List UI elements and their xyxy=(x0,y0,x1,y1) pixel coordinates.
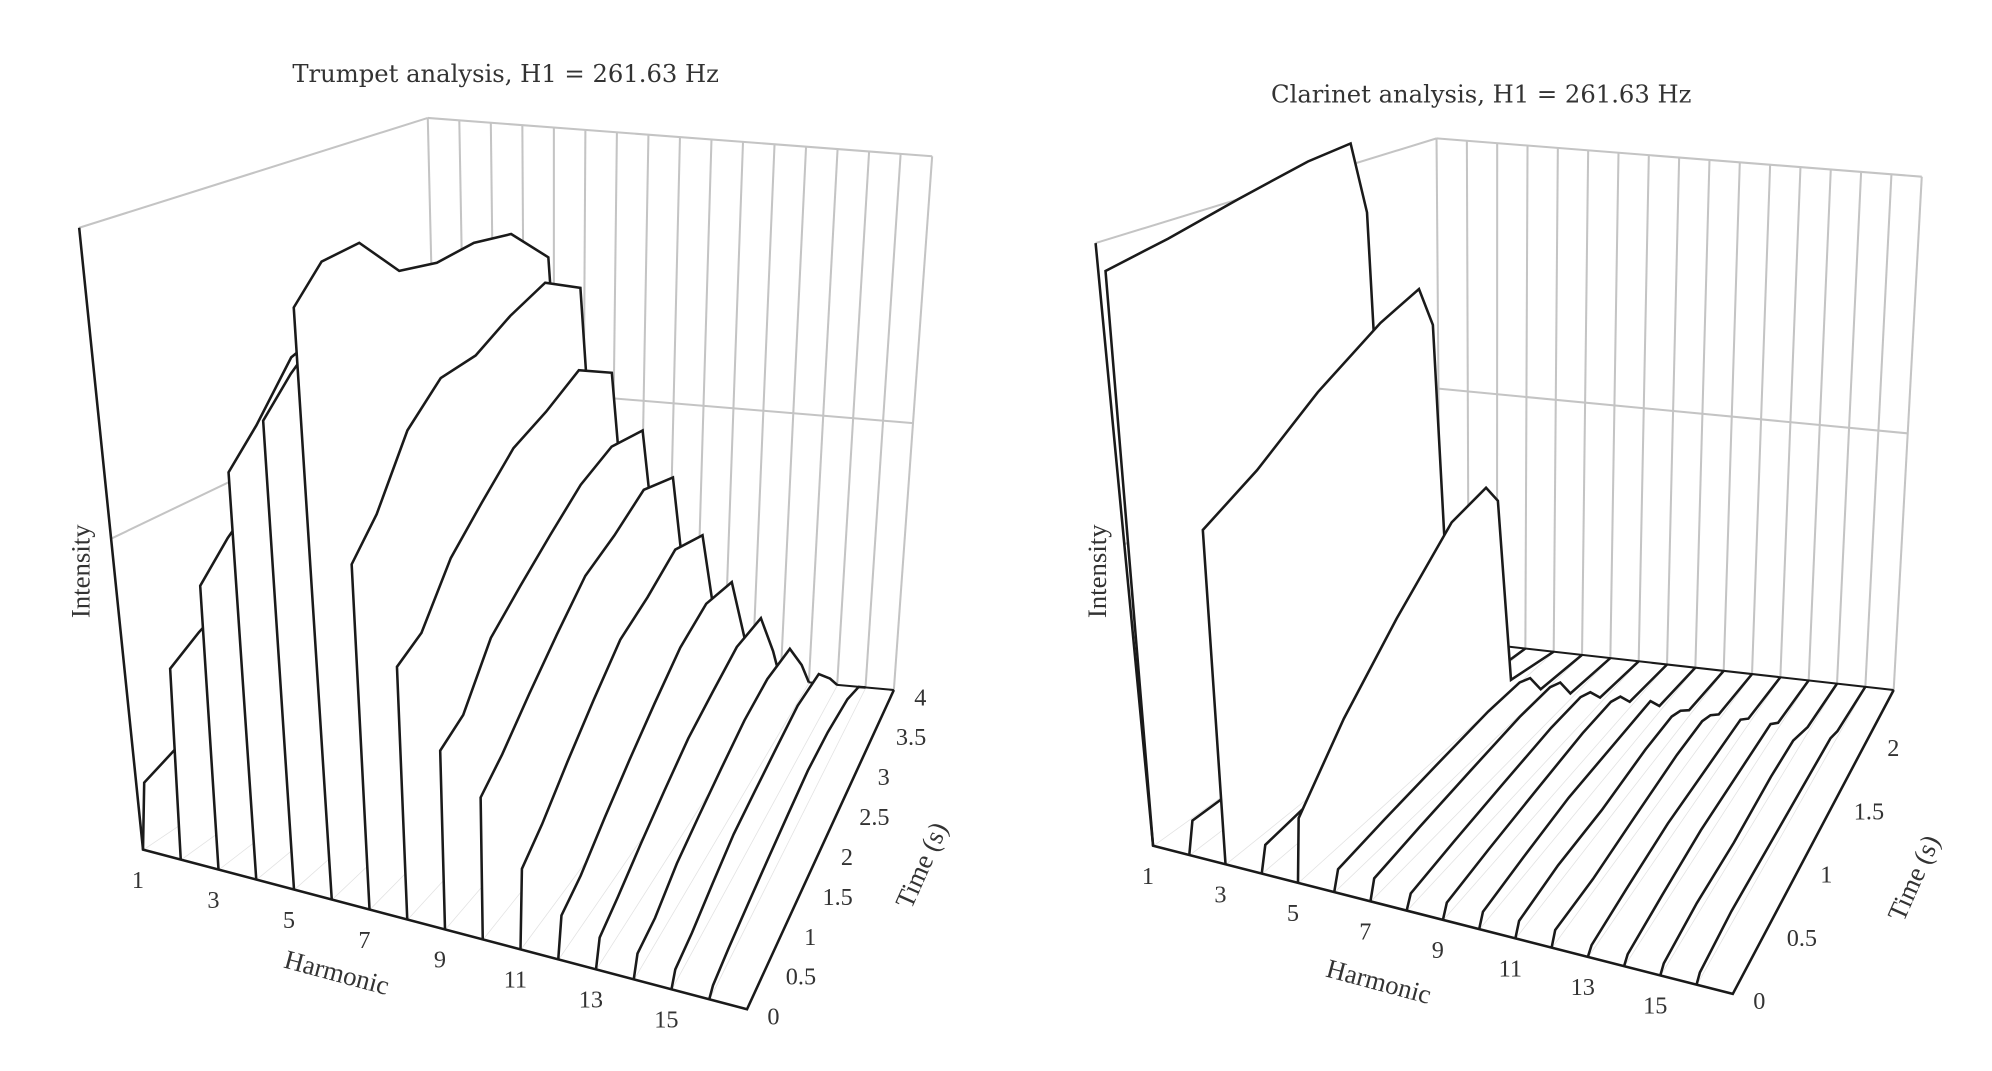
side-wall-gridline xyxy=(78,116,429,229)
harmonic-tick-label: 9 xyxy=(1432,937,1444,964)
time-tick-label: 3.5 xyxy=(896,724,926,751)
series-fill-h14 xyxy=(633,648,809,980)
axis-frame xyxy=(1094,242,1895,996)
series-line-h12 xyxy=(1550,673,1754,948)
harmonic-tick-label: 7 xyxy=(358,927,370,954)
clarinet-title: Clarinet analysis, H1 = 261.63 Hz xyxy=(1271,80,1691,109)
clarinet-harmonic-label: Harmonic xyxy=(1323,953,1434,1010)
series-fill-h16 xyxy=(1696,686,1866,985)
clarinet-time-label: Time (s) xyxy=(1881,830,1945,925)
series-line-h12 xyxy=(556,579,754,960)
harmonic-tick-label: 7 xyxy=(1359,919,1371,946)
clarinet-intensity-label: Intensity xyxy=(1082,524,1112,618)
time-tick-label: 1 xyxy=(1820,862,1832,889)
back-wall-gridline xyxy=(1438,387,1908,435)
time-tick-label: 3 xyxy=(878,764,890,791)
series-line-h15 xyxy=(1659,682,1839,976)
clarinet-series xyxy=(1094,141,1895,996)
series-line-h15 xyxy=(670,672,839,990)
series-line-h13 xyxy=(1586,676,1782,958)
time-tick-label: 0.5 xyxy=(1787,925,1817,952)
trumpet-intensity-label: Intensity xyxy=(65,524,95,618)
time-tick-label: 2 xyxy=(1887,735,1899,762)
harmonic-tick-label: 13 xyxy=(579,987,603,1014)
series-line-h5 xyxy=(1296,485,1555,883)
series-fill-h15 xyxy=(671,674,838,990)
time-tick-label: 1.5 xyxy=(822,884,852,911)
series-line-h13 xyxy=(594,615,782,970)
harmonic-tick-label: 13 xyxy=(1571,974,1595,1001)
time-tick-label: 1 xyxy=(804,924,816,951)
series-line-h6 xyxy=(1332,653,1583,893)
harmonic-tick-label: 11 xyxy=(1499,956,1522,983)
series-line-h10 xyxy=(479,475,697,940)
axis-frame xyxy=(77,227,896,1011)
trumpet-series xyxy=(77,227,896,1011)
time-tick-label: 2 xyxy=(841,844,853,871)
harmonic-tick-label: 1 xyxy=(1142,863,1154,890)
series-fill-h16 xyxy=(709,686,866,1000)
time-tick-label: 0.5 xyxy=(786,964,816,991)
back-wall-gridline xyxy=(1436,137,1922,178)
series-line-h8 xyxy=(1405,660,1640,911)
series-fill-h12 xyxy=(558,582,753,960)
series-line-h11 xyxy=(1514,670,1725,939)
series-line-h10 xyxy=(1477,666,1697,930)
series-fill-h9 xyxy=(1442,664,1668,920)
series-fill-h11 xyxy=(1515,670,1724,939)
series-line-h9 xyxy=(438,428,669,930)
trumpet-harmonic-label: Harmonic xyxy=(281,944,392,1001)
series-fill-h13 xyxy=(1587,677,1781,957)
series-line-h14 xyxy=(1622,679,1810,967)
harmonic-tick-label: 11 xyxy=(504,967,527,994)
series-line-h16 xyxy=(708,685,866,1000)
time-tick-label: 4 xyxy=(914,684,926,711)
time-tick-label: 1.5 xyxy=(1854,798,1884,825)
back-wall-gridline xyxy=(427,116,933,158)
series-fill-h6 xyxy=(1334,654,1583,893)
series-fill-h12 xyxy=(1551,674,1753,948)
time-tick-label: 0 xyxy=(1753,988,1765,1015)
harmonic-tick-label: 5 xyxy=(1287,900,1299,927)
trumpet-title: Trumpet analysis, H1 = 261.63 Hz xyxy=(292,59,719,88)
time-tick-label: 0 xyxy=(767,1004,779,1031)
harmonic-tick-label: 9 xyxy=(434,947,446,974)
harmonic-tick-label: 5 xyxy=(283,907,295,934)
series-fill-h10 xyxy=(480,477,696,940)
series-fill-h8 xyxy=(1406,661,1639,911)
series-line-h7 xyxy=(1369,657,1612,902)
series-line-h9 xyxy=(1441,663,1668,921)
series-fill-h11 xyxy=(520,535,724,950)
series-line-h8 xyxy=(395,368,641,920)
series-fill-h7 xyxy=(1370,658,1611,902)
series-fill-h3 xyxy=(1202,288,1498,865)
series-line-h14 xyxy=(632,646,811,980)
harmonic-tick-label: 3 xyxy=(1214,882,1226,909)
series-fill-h13 xyxy=(596,618,781,970)
series-fill-h5 xyxy=(1297,487,1554,883)
harmonic-tick-label: 15 xyxy=(1643,993,1667,1020)
harmonic-tick-label: 1 xyxy=(132,867,144,894)
series-line-h11 xyxy=(519,533,726,950)
trumpet-time-label: Time (s) xyxy=(889,818,953,913)
time-tick-label: 2.5 xyxy=(859,804,889,831)
series-line-h16 xyxy=(1695,686,1867,985)
harmonic-tick-label: 3 xyxy=(207,887,219,914)
harmonic-tick-label: 15 xyxy=(654,1007,678,1034)
